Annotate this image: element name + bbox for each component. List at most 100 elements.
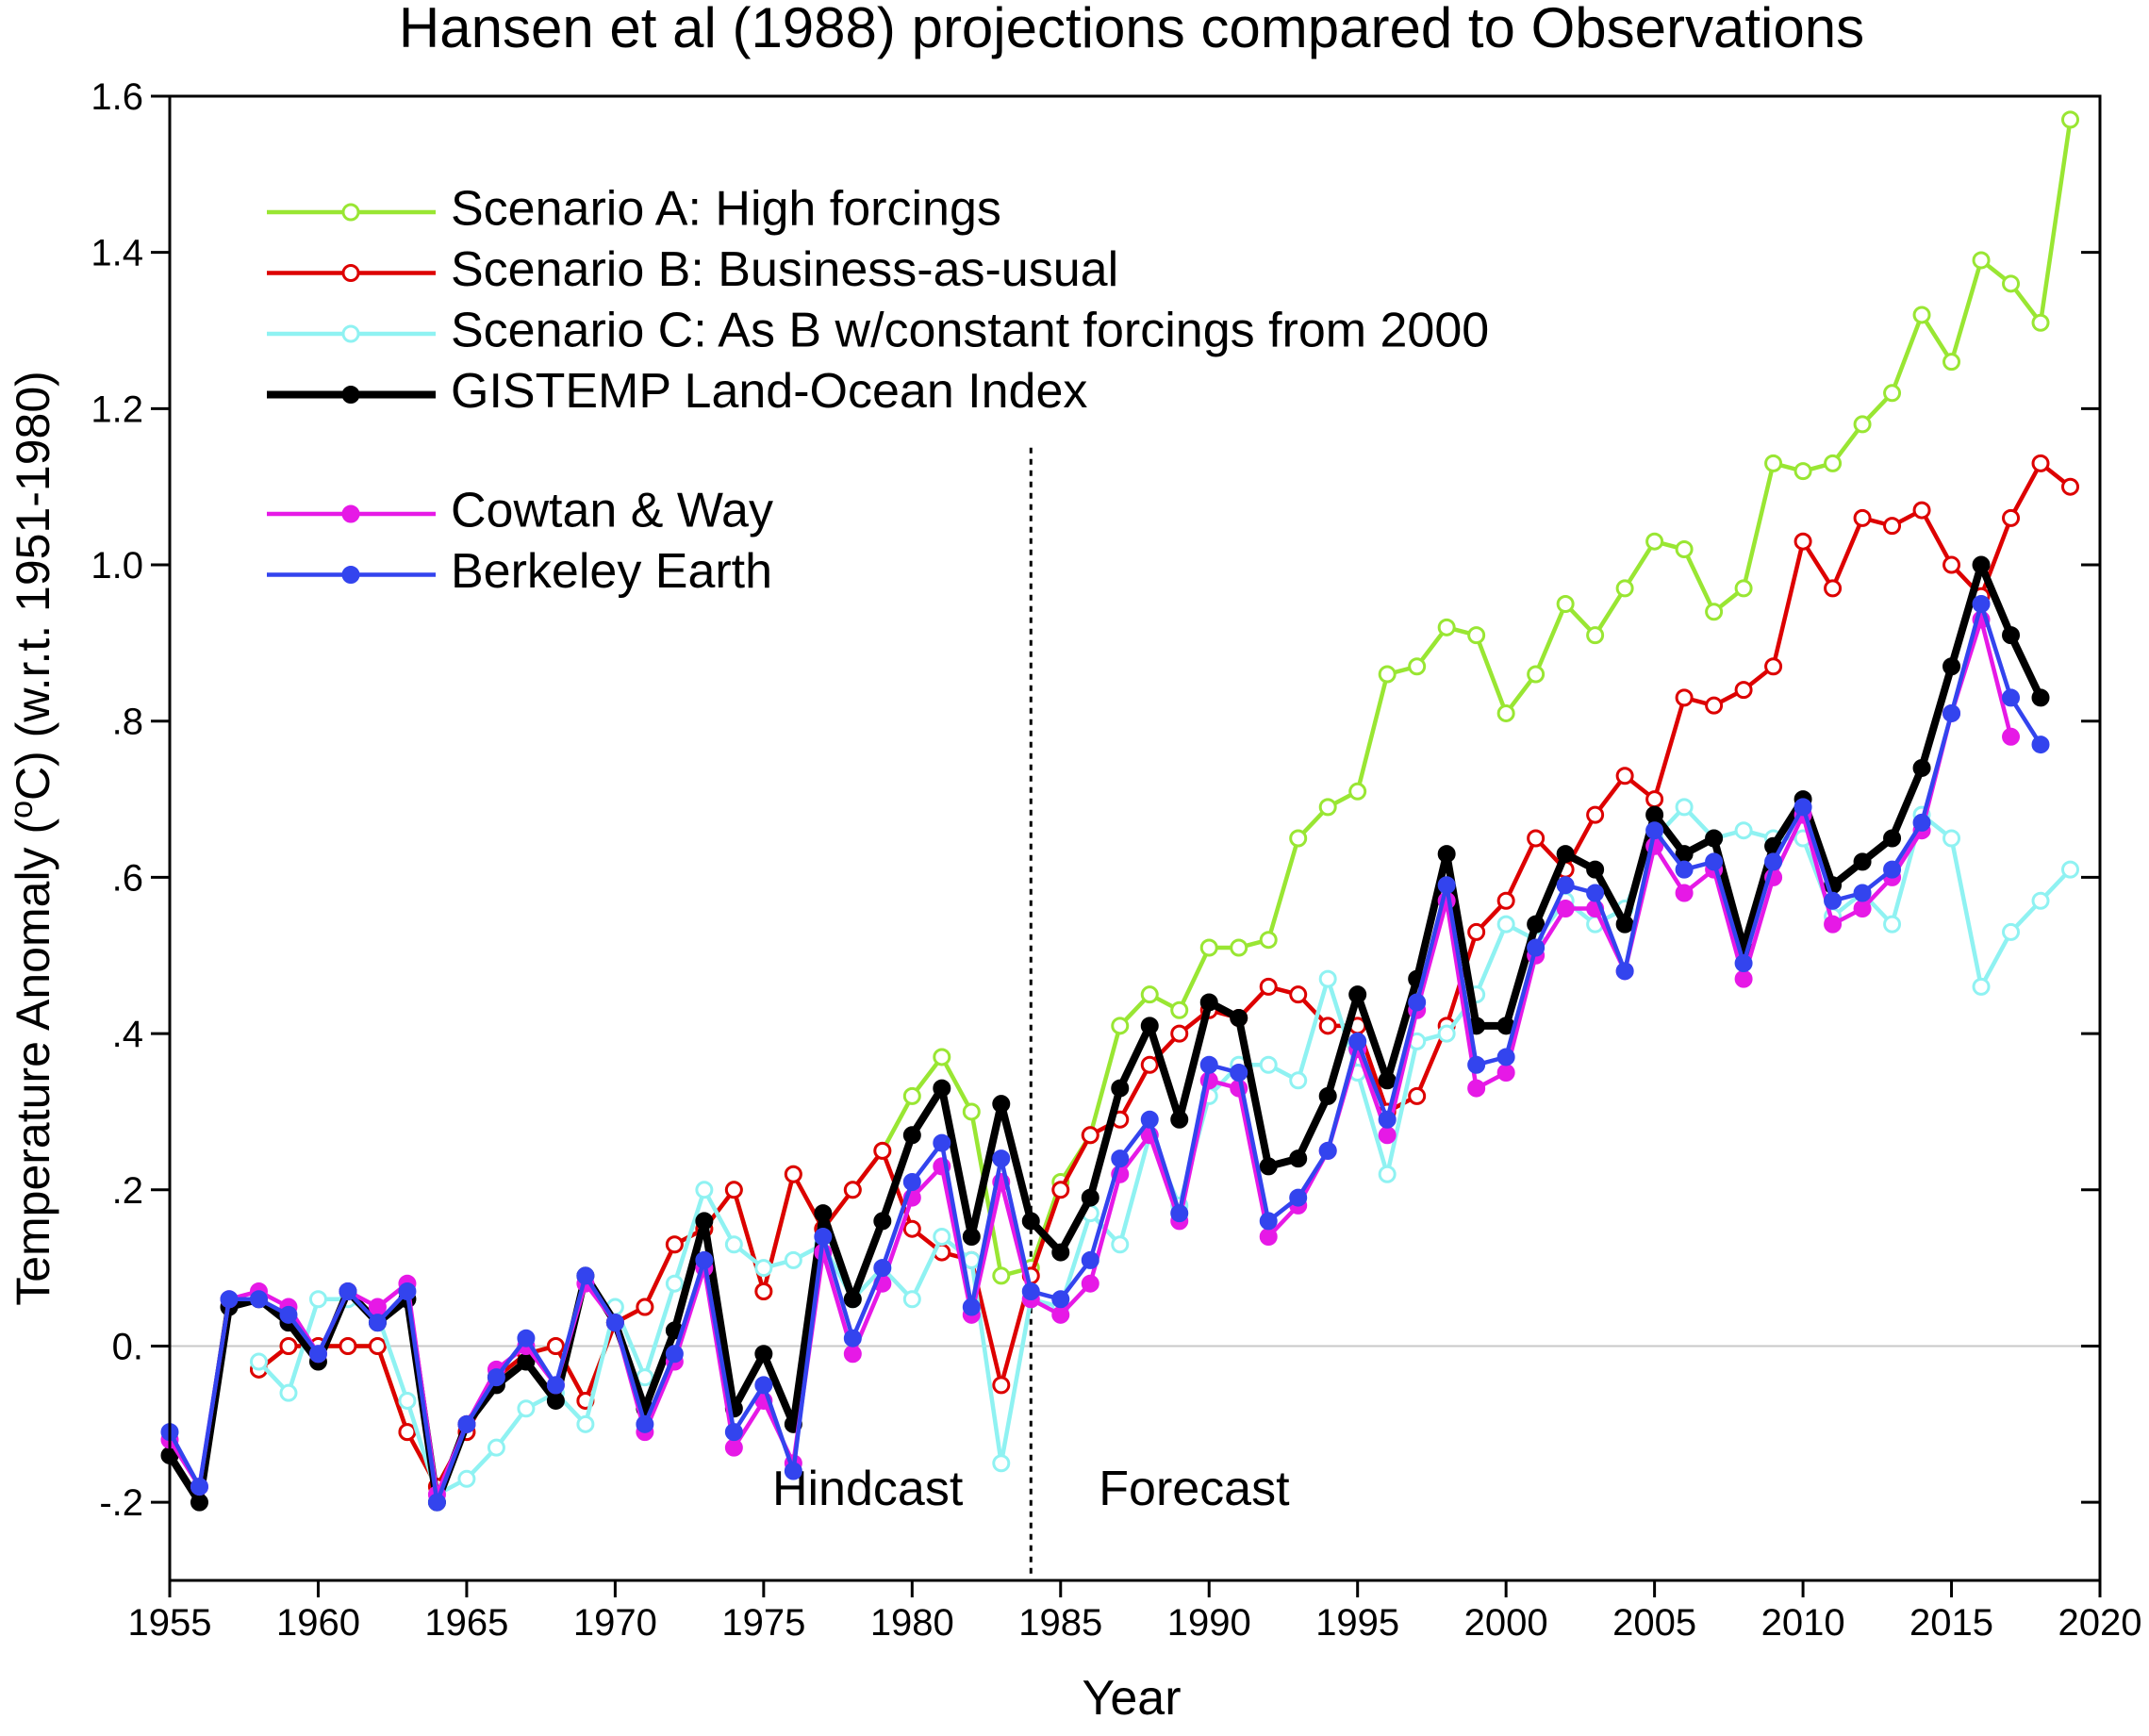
data-point — [249, 1352, 268, 1371]
data-point — [1972, 251, 1991, 270]
data-point — [1645, 532, 1664, 551]
data-point — [1081, 1250, 1099, 1269]
data-point — [1051, 1305, 1070, 1324]
x-tick-label: 2000 — [1464, 1602, 1548, 1644]
data-point — [427, 1493, 446, 1512]
data-point — [1348, 985, 1367, 1004]
series-line — [168, 602, 2042, 1505]
data-point — [457, 1469, 476, 1488]
legend-entry: Berkeley Earth — [267, 544, 772, 599]
data-point — [754, 1376, 773, 1395]
data-point — [933, 1048, 951, 1066]
data-point — [1378, 1071, 1397, 1090]
x-tick-label: 1955 — [128, 1602, 212, 1644]
data-point — [1764, 852, 1783, 871]
chart-title: Hansen et al (1988) projections compared… — [399, 0, 1864, 59]
data-point — [398, 1391, 417, 1410]
data-point — [1675, 688, 1694, 707]
data-point — [1467, 1055, 1486, 1074]
data-point — [1942, 657, 1961, 676]
data-point — [992, 1376, 1011, 1395]
data-point — [1199, 938, 1218, 957]
data-point — [1824, 454, 1843, 472]
data-point — [1259, 977, 1278, 996]
legend-entry: Scenario C: As B w/constant forcings fro… — [267, 304, 1489, 358]
data-point — [1972, 555, 1991, 574]
data-point — [1051, 1243, 1070, 1262]
data-point — [398, 1423, 417, 1442]
legend-entry: Scenario B: Business-as-usual — [267, 242, 1118, 297]
data-point — [339, 1281, 357, 1300]
data-point — [902, 1126, 921, 1145]
data-point — [1259, 1212, 1278, 1231]
series — [160, 610, 2021, 1504]
data-point — [1289, 985, 1308, 1004]
data-point — [249, 1290, 268, 1309]
data-point — [279, 1336, 298, 1355]
data-point — [1912, 758, 1931, 777]
data-point — [1496, 915, 1515, 934]
data-point — [1496, 703, 1515, 722]
data-point — [576, 1266, 595, 1285]
data-point — [1853, 852, 1872, 871]
data-point — [1615, 767, 1634, 785]
data-point — [1467, 1079, 1486, 1098]
data-point — [1794, 532, 1812, 551]
data-point — [279, 1383, 298, 1402]
data-point — [1496, 891, 1515, 910]
legend-marker — [341, 386, 360, 404]
data-point — [1437, 845, 1456, 864]
y-axis-label-superscript: o — [4, 801, 40, 818]
data-point — [1675, 860, 1694, 879]
data-point — [1705, 603, 1724, 621]
data-point — [1378, 1110, 1397, 1129]
data-point — [2031, 688, 2050, 707]
data-point — [1021, 1281, 1040, 1300]
data-point — [1140, 1017, 1159, 1035]
data-point — [546, 1391, 565, 1410]
data-point — [1883, 517, 1902, 536]
data-point — [784, 1462, 802, 1480]
data-point — [1883, 384, 1902, 403]
data-point — [1259, 1055, 1278, 1074]
data-point — [902, 1290, 921, 1309]
y-tick-label: 1.6 — [91, 76, 143, 118]
legend-label: Scenario B: Business-as-usual — [451, 242, 1118, 297]
data-point — [1378, 1165, 1397, 1183]
data-point — [1437, 876, 1456, 895]
data-point — [1199, 993, 1218, 1012]
data-point — [1437, 1024, 1456, 1043]
data-point — [1912, 306, 1931, 324]
data-point — [220, 1290, 239, 1309]
data-point — [814, 1227, 833, 1246]
data-point — [190, 1478, 208, 1496]
data-point — [1230, 938, 1248, 957]
data-point — [1081, 1274, 1099, 1293]
y-axis-label: Temperature Anomaly (oC) (w.r.t. 1951-19… — [4, 371, 59, 1306]
legend-entry: Cowtan & Way — [267, 484, 773, 538]
data-point — [2002, 626, 2021, 645]
data-point — [1170, 1024, 1189, 1043]
data-point — [1645, 805, 1664, 824]
data-point — [1586, 805, 1605, 824]
data-point — [1824, 579, 1843, 598]
annotation: Hindcast — [772, 1462, 964, 1516]
data-point — [1467, 626, 1486, 645]
data-point — [2031, 313, 2050, 332]
data-point — [1942, 703, 1961, 722]
data-point — [1824, 891, 1843, 910]
data-point — [1378, 1126, 1397, 1145]
y-axis-label-part: C) (w.r.t. 1951-1980) — [7, 371, 59, 801]
data-point — [933, 1133, 951, 1152]
y-tick-label: 1.0 — [91, 545, 143, 587]
data-point — [1051, 1290, 1070, 1309]
data-point — [1942, 353, 1961, 372]
data-point — [992, 1454, 1011, 1473]
data-point — [1853, 884, 1872, 902]
data-point — [1111, 1017, 1130, 1035]
data-point — [1051, 1181, 1070, 1199]
data-point — [1259, 1157, 1278, 1176]
data-point — [636, 1414, 654, 1433]
data-point — [754, 1345, 773, 1364]
data-point — [517, 1399, 536, 1418]
